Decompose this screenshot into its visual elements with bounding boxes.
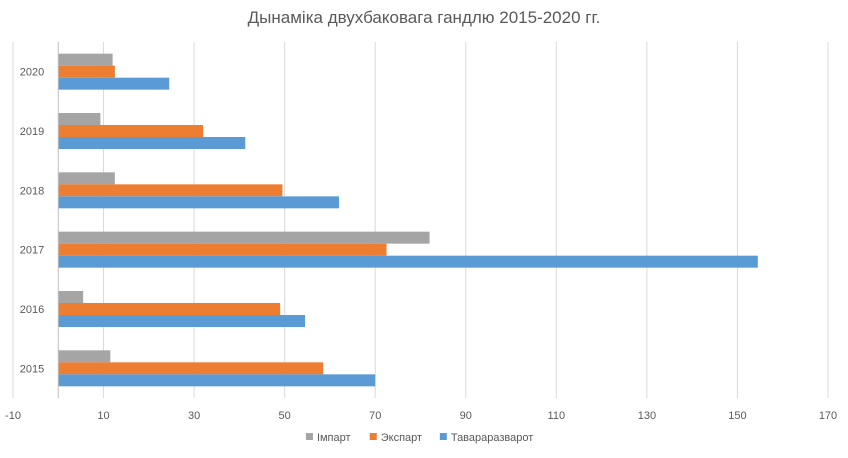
bar-2015-Тавараразварот [58, 374, 376, 387]
legend: Імпарт Экспарт Тавараразварот [305, 432, 533, 444]
bar-2019-Імпарт [58, 113, 101, 125]
x-tick-label-5: 90 [460, 410, 472, 422]
bar-2020-Тавараразварот [58, 77, 170, 90]
y-tick-label-2015: 2015 [20, 363, 44, 375]
chart-title: Дынаміка двухбаковага гандлю 2015-2020 г… [247, 8, 601, 27]
bar-2016-Экспарт [58, 303, 281, 315]
x-tick-label-8: 150 [728, 410, 746, 422]
y-tick-label-2017: 2017 [20, 245, 44, 257]
x-tick-label-2: 30 [188, 410, 200, 422]
x-tick-label-1: 10 [97, 410, 109, 422]
y-tick-label-2016: 2016 [20, 304, 44, 316]
bar-2018-Імпарт [58, 172, 115, 185]
bar-2020-Экспарт [58, 65, 115, 78]
bar-2017-Тавараразварот [58, 255, 758, 268]
bar-2017-Імпарт [58, 231, 430, 244]
x-tick-label-0: -10 [5, 410, 21, 422]
bar-2016-Імпарт [58, 291, 84, 303]
legend-label-1: Экспарт [381, 432, 422, 444]
x-axis-ticks: -10 10 30 50 70 90 110 130 150 170 [5, 410, 837, 422]
legend-label-0: Імпарт [317, 432, 351, 444]
bars [58, 53, 758, 387]
bar-2016-Тавараразварот [58, 315, 306, 327]
legend-swatch-0 [305, 433, 313, 440]
x-tick-label-3: 50 [279, 410, 291, 422]
bar-2015-Экспарт [58, 362, 324, 375]
bar-2019-Тавараразварот [58, 137, 246, 149]
legend-swatch-1 [369, 433, 377, 440]
x-tick-label-6: 110 [548, 410, 566, 422]
x-tick-label-4: 70 [369, 410, 381, 422]
bar-2018-Тавараразварот [58, 196, 340, 209]
legend-swatch-2 [439, 433, 447, 440]
y-tick-label-2018: 2018 [20, 185, 44, 197]
y-tick-label-2020: 2020 [20, 67, 44, 79]
gridlines [12, 42, 829, 398]
bar-2015-Імпарт [58, 350, 111, 363]
bar-2019-Экспарт [58, 125, 204, 137]
bar-2017-Экспарт [58, 243, 387, 256]
x-tick-label-7: 130 [638, 410, 656, 422]
legend-label-2: Тавараразварот [451, 432, 533, 444]
y-tick-label-2019: 2019 [20, 126, 44, 138]
bar-2020-Імпарт [58, 53, 113, 66]
bar-2018-Экспарт [58, 184, 283, 197]
y-axis: 2015 2016 2017 2018 2019 2020 [20, 42, 59, 398]
x-tick-label-9: 170 [819, 410, 837, 422]
